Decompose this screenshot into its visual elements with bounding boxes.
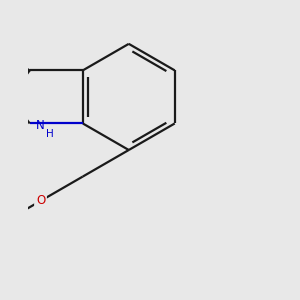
Text: N: N (36, 119, 44, 132)
Text: O: O (36, 194, 45, 208)
Text: H: H (46, 129, 53, 139)
